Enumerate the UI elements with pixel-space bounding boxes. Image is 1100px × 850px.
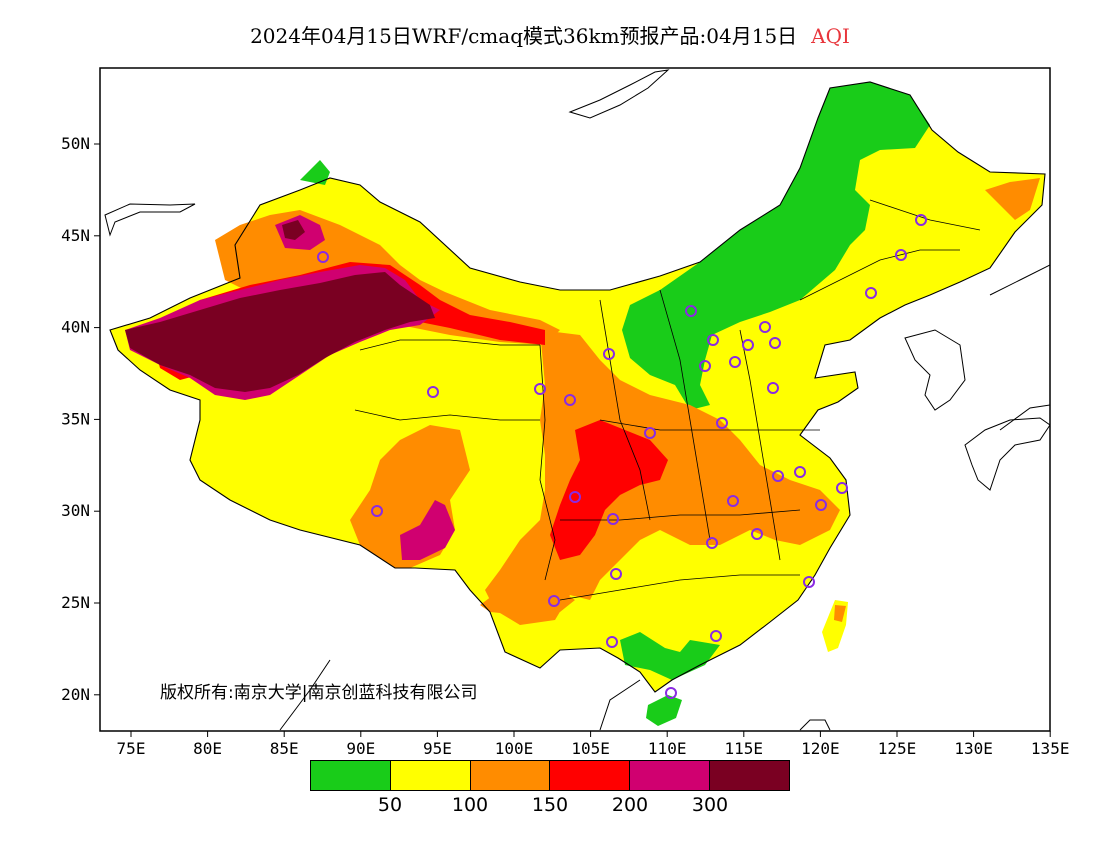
x-tick-label: 90E [346,739,375,758]
monitoring-station-marker [769,337,781,349]
monitoring-station-marker [665,687,677,699]
monitoring-station-marker [371,505,383,517]
x-tick-label: 85E [270,739,299,758]
monitoring-station-marker [707,334,719,346]
monitoring-station-marker [742,339,754,351]
monitoring-station-marker [794,466,806,478]
neighbor-coastlines [104,69,1050,731]
monitoring-station-marker [706,537,718,549]
legend-swatch [629,761,710,790]
monitoring-station-marker [865,287,877,299]
monitoring-station-marker [772,470,784,482]
monitoring-station-marker [815,499,827,511]
aqi-region-usg-ne [985,178,1040,220]
aqi-fill-layer [104,69,1050,731]
legend-label: 200 [611,794,649,816]
legend-label: 300 [691,794,729,816]
x-tick-label: 130E [954,739,993,758]
x-tick-label: 95E [423,739,452,758]
x-tick-label: 75E [117,739,146,758]
monitoring-station-marker [427,386,439,398]
monitoring-station-marker [606,636,618,648]
legend-swatch [389,761,470,790]
x-tick-label: 135E [1031,739,1070,758]
legend-swatch [469,761,550,790]
monitoring-station-marker [751,528,763,540]
aqi-map: 75E 80E 85E 90E 95E 100E 105E 110E 115E 120E 125E 1… [61,67,1070,758]
aqi-legend [310,760,790,791]
title-main: 2024年04月15日WRF/cmaq模式36km预报产品:04月15日 [250,24,798,48]
monitoring-station-marker [603,348,615,360]
legend-swatch [311,761,390,790]
y-tick-label: 30N [61,501,90,520]
monitoring-station-marker [644,427,656,439]
x-tick-label: 120E [801,739,840,758]
aqi-region-taiwan-orange [834,605,846,622]
aqi-region-good-hainan [646,695,682,726]
y-tick-label: 35N [61,409,90,428]
monitoring-station-marker [607,513,619,525]
y-axis-ticks: 50N 45N 40N 35N 30N 25N 20N [61,134,100,704]
monitoring-station-marker [729,356,741,368]
aqi-region-hazardous-tarim [125,272,435,392]
monitoring-station-marker [534,383,546,395]
aqi-region-good-west [300,160,330,185]
monitoring-station-marker [767,382,779,394]
monitoring-station-marker [564,394,576,406]
x-tick-label: 110E [648,739,687,758]
y-tick-label: 50N [61,134,90,153]
monitoring-station-marker [548,595,560,607]
aqi-region-unhealthy-sichuan [550,420,668,560]
monitoring-station-marker [836,482,848,494]
monitoring-station-marker [317,251,329,263]
x-tick-label: 105E [571,739,610,758]
aqi-region-very-unhealthy-tibet [400,500,455,560]
monitoring-station-marker [685,305,697,317]
monitoring-station-marker [759,321,771,333]
aqi-region-hazardous-north [282,220,305,240]
legend-swatch [709,761,789,790]
monitoring-station-marker [699,360,711,372]
country-outline [109,81,1046,693]
x-tick-label: 125E [878,739,917,758]
monitoring-station-marker [915,214,927,226]
monitoring-station-marker [716,417,728,429]
aqi-region-good-north [622,82,930,410]
x-axis-ticks: 75E 80E 85E 90E 95E 100E 105E 110E 115E 120E 125E 1… [117,731,1070,758]
x-tick-label: 100E [495,739,534,758]
x-tick-label: 115E [725,739,764,758]
title-highlight: AQI [811,24,850,48]
map-frame [99,67,1051,732]
monitoring-station-marker [803,576,815,588]
monitoring-station-marker [569,491,581,503]
y-tick-label: 40N [61,318,90,337]
legend-label: 50 [377,794,403,816]
copyright-notice: 版权所有:南京大学|南京创蓝科技有限公司 [160,683,478,703]
aqi-legend-labels: 50 100 150 200 300 [310,794,790,818]
province-borders [354,199,981,601]
legend-label: 150 [531,794,569,816]
legend-swatch [549,761,630,790]
monitoring-station-marker [727,495,739,507]
y-tick-label: 45N [61,226,90,245]
station-markers [317,214,927,699]
y-tick-label: 25N [61,593,90,612]
monitoring-station-marker [895,249,907,261]
monitoring-station-marker [710,630,722,642]
legend-label: 100 [451,794,489,816]
x-tick-label: 80E [193,739,222,758]
page-title: 2024年04月15日WRF/cmaq模式36km预报产品:04月15日 AQI [0,20,1100,49]
y-tick-label: 20N [61,685,90,704]
monitoring-station-marker [610,568,622,580]
